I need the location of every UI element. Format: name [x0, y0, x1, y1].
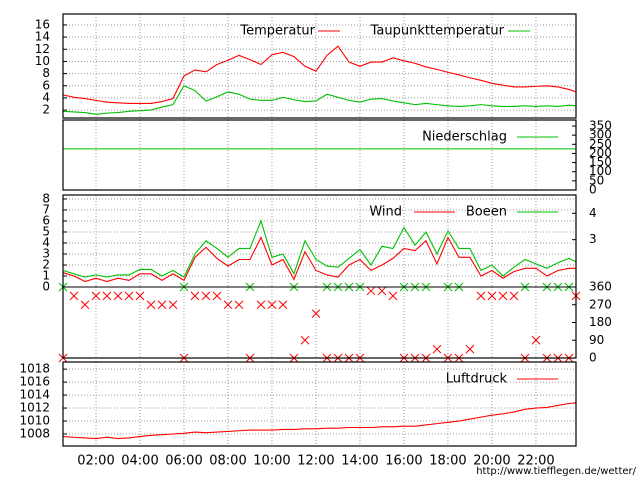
- y-tick-label: 90: [589, 333, 604, 347]
- direction-marker: [366, 286, 376, 296]
- direction-marker: [102, 291, 112, 301]
- series-line: [62, 85, 577, 115]
- direction-marker: [201, 291, 211, 301]
- x-tick-label: 06:00: [165, 454, 202, 469]
- direction-marker: [377, 286, 387, 296]
- y-tick-label: 1008: [19, 427, 50, 441]
- panel-frame: [62, 361, 577, 447]
- x-tick-label: 20:00: [473, 454, 510, 469]
- direction-marker: [113, 291, 123, 301]
- legend-label: Luftdruck: [446, 372, 508, 387]
- x-tick-label: 16:00: [385, 454, 422, 469]
- direction-marker: [135, 291, 145, 301]
- y-tick-label: 1012: [19, 401, 50, 415]
- x-tick-label: 12:00: [297, 454, 334, 469]
- direction-marker: [487, 291, 497, 301]
- x-tick-label: 08:00: [209, 454, 246, 469]
- x-tick-label: 04:00: [121, 454, 158, 469]
- x-tick-label: 02:00: [77, 454, 114, 469]
- y-tick-label: 1: [42, 268, 50, 282]
- direction-marker: [223, 300, 233, 310]
- direction-marker: [300, 335, 310, 345]
- direction-marker: [234, 300, 244, 310]
- direction-marker: [311, 309, 321, 318]
- series-line: [62, 219, 577, 278]
- direction-marker: [146, 300, 156, 310]
- y-tick-label: 360: [589, 280, 612, 294]
- direction-marker: [388, 291, 398, 301]
- y2-tick-label: 4: [589, 206, 597, 220]
- y-tick-label: 4: [42, 90, 50, 104]
- x-tick-label: 22:00: [517, 454, 554, 469]
- y2-tick-label: 3: [589, 232, 597, 246]
- y-tick-label: 1016: [19, 375, 50, 389]
- y-tick-label: 14: [35, 30, 50, 44]
- direction-marker: [256, 300, 266, 310]
- direction-marker: [168, 300, 178, 310]
- series-line: [62, 402, 577, 440]
- direction-marker: [190, 291, 200, 301]
- y-tick-label: 1018: [19, 362, 50, 376]
- y-tick-label: 6: [42, 78, 50, 92]
- footer-url: http://www.tiefflegen.de/wetter/: [476, 466, 636, 477]
- y-tick-label: 16: [35, 17, 50, 31]
- direction-marker: [432, 344, 442, 354]
- y-tick-label: 8: [42, 191, 50, 205]
- direction-marker: [80, 300, 90, 310]
- y-tick-label: 1010: [19, 414, 50, 428]
- y-tick-label: 250: [589, 137, 612, 151]
- panel-frame: [62, 194, 577, 359]
- y-tick-label: 0: [589, 183, 597, 197]
- direction-marker: [91, 291, 101, 301]
- legend-label: Temperatur: [239, 24, 315, 39]
- direction-marker: [476, 291, 486, 301]
- direction-marker: [69, 291, 79, 301]
- direction-marker: [212, 291, 222, 301]
- direction-marker: [531, 335, 541, 345]
- x-tick-label: 10:00: [253, 454, 290, 469]
- direction-marker: [498, 291, 508, 301]
- direction-marker: [267, 300, 277, 310]
- direction-marker: [278, 300, 288, 310]
- y-tick-label: 6: [42, 213, 50, 227]
- direction-marker: [465, 344, 475, 354]
- x-tick-label: 18:00: [429, 454, 466, 469]
- y-tick-label: 150: [589, 155, 612, 169]
- y-tick-label: 0: [589, 351, 597, 365]
- y-tick-label: 1014: [19, 388, 50, 402]
- y-tick-label: 4: [42, 235, 50, 249]
- y-tick-label: 50: [589, 173, 604, 187]
- direction-marker: [157, 300, 167, 310]
- y-tick-label: 2: [42, 103, 50, 117]
- y-tick-label: 300: [589, 128, 612, 142]
- series-line: [62, 45, 577, 104]
- y-tick-label: 180: [589, 315, 612, 329]
- panel-frame: [62, 119, 577, 191]
- y-tick-label: 100: [589, 164, 612, 178]
- direction-marker: [509, 291, 519, 301]
- panel-frame: [62, 13, 577, 119]
- y-tick-label: 2: [42, 257, 50, 271]
- legend-label: Boeen: [466, 205, 507, 220]
- direction-marker: [124, 291, 134, 301]
- legend-label: Wind: [369, 205, 402, 220]
- y-tick-label: 350: [589, 119, 612, 133]
- legend-label: Taupunkttemperatur: [370, 24, 505, 39]
- x-tick-label: 14:00: [341, 454, 378, 469]
- y-tick-label: 12: [35, 42, 50, 56]
- y-tick-label: 0: [42, 280, 50, 294]
- y-tick-label: 3: [42, 246, 50, 260]
- y-tick-label: 5: [42, 224, 50, 238]
- y-tick-label: 8: [42, 66, 50, 80]
- series-line: [62, 236, 576, 283]
- legend-label: Niederschlag: [422, 130, 507, 145]
- y-tick-label: 200: [589, 146, 612, 160]
- y-tick-label: 7: [42, 202, 50, 216]
- y-tick-label: 270: [589, 297, 612, 311]
- y-tick-label: 10: [35, 54, 50, 68]
